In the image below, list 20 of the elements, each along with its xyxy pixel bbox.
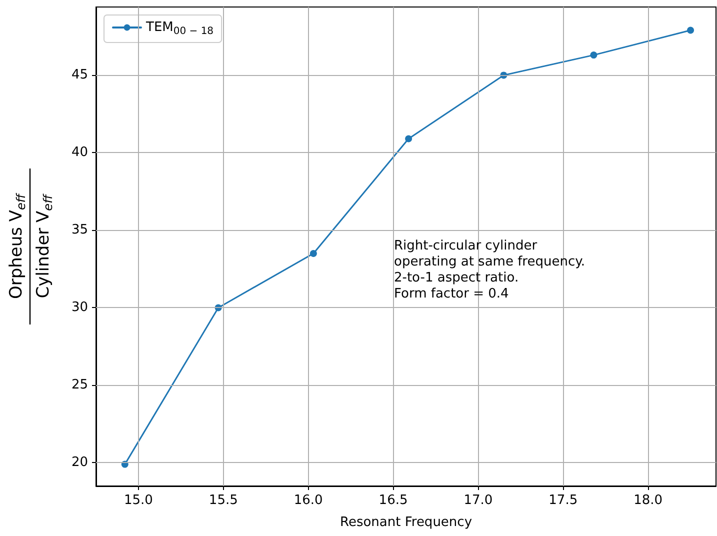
point [310, 250, 317, 257]
x-tick-label: 18.0 [634, 493, 663, 508]
y-tick-label: 45 [71, 68, 88, 83]
x-tick-label: 15.0 [124, 493, 153, 508]
y-tick-label: 30 [71, 300, 88, 316]
point [590, 52, 598, 59]
y-tick-label: 20 [71, 455, 88, 470]
x-tick-label: 17.5 [548, 493, 578, 508]
x-axis-title: Resonant Frequency [340, 515, 472, 530]
point [405, 135, 412, 142]
annotation: Right-circular cylinder operating at same frequency. 2-to-1 aspect ratio. Form factor = 0.4 [394, 238, 586, 302]
x-tick-label: 16.0 [294, 493, 323, 508]
y-tick-label: 35 [71, 222, 88, 238]
x-tick-label: 17.0 [464, 493, 493, 508]
y-tick-label: 40 [71, 145, 88, 160]
x-tick-label: 16.5 [378, 493, 408, 508]
y-axis-title: Orpheus Veff Cylinder Veff [6, 192, 55, 300]
x-tick-label: 15.5 [208, 493, 238, 508]
point [687, 26, 694, 34]
y-tick-label: 25 [71, 378, 88, 393]
